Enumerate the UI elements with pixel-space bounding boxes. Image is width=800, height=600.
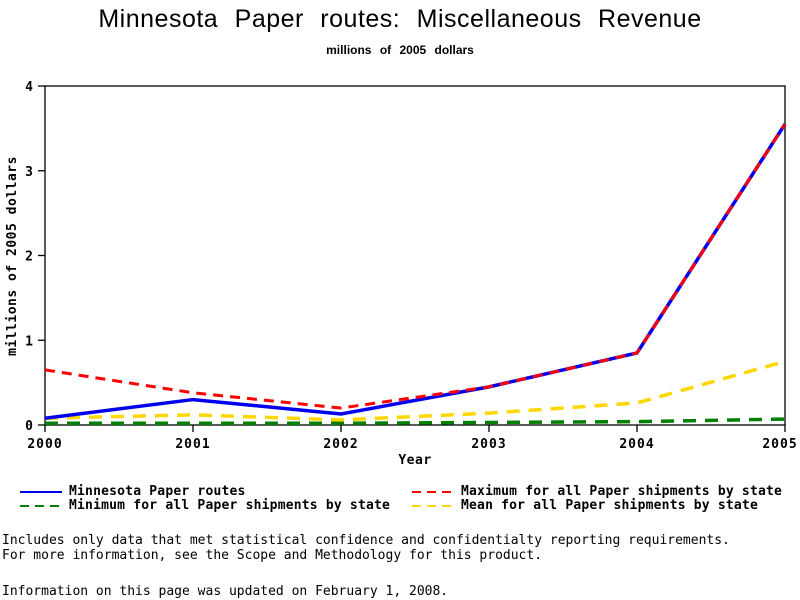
legend-label: Maximum for all Paper shipments by state	[461, 484, 783, 499]
x-tick-label: 2004	[619, 437, 654, 452]
series-line-1	[45, 417, 786, 426]
plot-area: millions of 2005 dollars Year 0 1 2 3 4 2000 2…	[5, 80, 797, 468]
footnote-line-2: For more information, see the Scope and …	[2, 548, 543, 563]
legend-entry-minnesota-paper-routes: Minnesota Paper routes	[20, 484, 390, 499]
chart-title: Minnesota Paper routes: Miscellaneous Re…	[98, 5, 702, 33]
legend-column-right: Maximum for all Paper shipments by state…	[412, 484, 783, 513]
x-axis-title: Year	[398, 453, 431, 468]
y-tick-label: 0	[25, 419, 34, 434]
legend-column-left: Minnesota Paper routes Minimum for all P…	[20, 484, 391, 513]
legend-label: Minimum for all Paper shipments by state	[69, 498, 391, 513]
series-line-2	[44, 123, 787, 410]
legend: Minnesota Paper routes Minimum for all P…	[0, 484, 800, 515]
plot-border	[44, 85, 786, 426]
x-tick-label: 2000	[27, 437, 62, 452]
footnote-line-1: Includes only data that met statistical …	[2, 533, 730, 548]
y-tick-label: 4	[25, 80, 34, 95]
series-line-0	[44, 123, 787, 420]
y-tick-label: 3	[25, 165, 34, 180]
x-tick-label: 2001	[175, 437, 210, 452]
updated-date-line: Information on this page was updated on …	[2, 584, 449, 599]
legend-line-sample-green-dashed	[20, 504, 62, 507]
legend-line-sample-yellow-dashed	[412, 504, 454, 507]
legend-line-sample-red-dashed	[412, 490, 454, 493]
legend-label: Minnesota Paper routes	[69, 484, 246, 499]
footnote-block: Includes only data that met statistical …	[2, 533, 730, 563]
x-tick-label: 2005	[762, 437, 797, 452]
y-axis-title: millions of 2005 dollars	[5, 156, 20, 356]
y-tick-label: 2	[25, 250, 34, 265]
legend-entry-minimum: Minimum for all Paper shipments by state	[20, 498, 391, 513]
y-tick-label: 1	[25, 334, 34, 349]
series-line-3	[44, 359, 786, 422]
x-tick-label: 2003	[471, 437, 506, 452]
legend-entry-maximum: Maximum for all Paper shipments by state	[412, 484, 783, 499]
chart-subtitle: millions of 2005 dollars	[326, 43, 474, 57]
x-tick-label: 2002	[323, 437, 358, 452]
legend-entry-mean: Mean for all Paper shipments by state	[412, 498, 782, 513]
legend-line-sample-blue-solid	[20, 490, 62, 493]
legend-label: Mean for all Paper shipments by state	[461, 498, 758, 513]
